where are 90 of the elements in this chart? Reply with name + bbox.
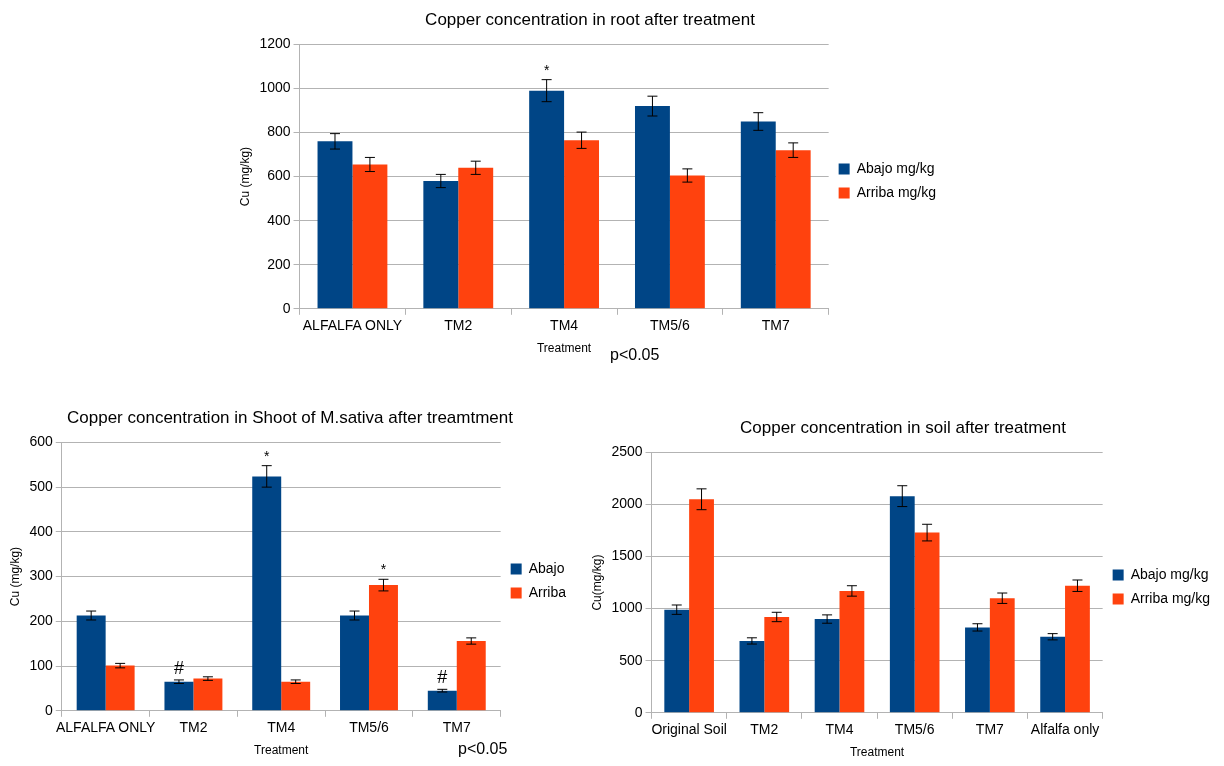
y-axis-title: Cu (mg/kg) — [237, 146, 252, 207]
y-tick-label: 1000 — [611, 599, 643, 616]
bar — [839, 590, 865, 713]
y-tick-label: 1500 — [611, 547, 643, 564]
y-axis-title: Cu (mg/kg) — [7, 546, 22, 607]
legend-label: Arriba — [528, 583, 567, 600]
annotation: # — [437, 667, 448, 688]
bar — [252, 476, 282, 711]
y-tick-label: 100 — [29, 656, 53, 673]
text: p<0.05 — [610, 346, 660, 364]
y-tick-label: 300 — [29, 567, 53, 584]
bar — [76, 615, 106, 711]
bar — [456, 641, 486, 711]
x-tick-label: TM2 — [179, 719, 208, 736]
y-tick-label: 500 — [29, 477, 53, 494]
x-tick-label: TM7 — [761, 317, 790, 334]
annotation: * — [543, 61, 550, 78]
bar — [368, 585, 398, 711]
chart-title: Copper concentration in soil after treatment — [739, 417, 1067, 437]
bar — [1065, 585, 1090, 713]
y-tick-label: 600 — [29, 433, 53, 450]
y-tick-label: 500 — [619, 651, 643, 668]
chart-title: Copper concentration in Shoot of M.sativa after treamtment — [66, 407, 514, 427]
text: p<0.05 — [458, 740, 508, 758]
y-tick-label: 400 — [29, 522, 53, 539]
bar — [340, 615, 369, 711]
x-tick-label: TM5/6 — [650, 317, 690, 334]
x-tick-label: TM4 — [550, 317, 579, 334]
annotation: * — [264, 447, 270, 464]
bar — [193, 678, 223, 711]
x-tick-label: ALFALFA ONLY — [302, 317, 403, 334]
x-tick-label: TM2 — [750, 721, 779, 738]
y-tick-label: 200 — [267, 255, 291, 272]
y-tick-label: 600 — [267, 167, 291, 184]
x-tick-label: TM5/6 — [349, 719, 390, 736]
bar — [458, 167, 494, 309]
bar — [669, 175, 705, 309]
y-axis-title: Cu(mg/kg) — [589, 554, 604, 611]
y-tick-label: 1000 — [259, 79, 291, 96]
bar — [965, 627, 990, 713]
y-tick-label: 2500 — [611, 443, 643, 460]
bar — [989, 598, 1015, 713]
bar — [914, 532, 940, 713]
bar — [564, 140, 600, 309]
y-tick-label: 0 — [282, 299, 291, 316]
x-tick-label: Alfalfa only — [1030, 721, 1100, 738]
y-tick-label: 800 — [267, 123, 291, 140]
annotation: * — [380, 561, 387, 578]
bar — [740, 121, 776, 309]
y-tick-label: 1200 — [259, 35, 291, 52]
x-tick-label: TM7 — [975, 721, 1005, 738]
x-axis-title: Treatment — [536, 341, 592, 356]
bar — [281, 681, 311, 711]
bar — [889, 496, 915, 713]
bar — [1040, 636, 1066, 713]
bar — [164, 681, 194, 711]
x-tick-label: ALFALFA ONLY — [55, 719, 156, 736]
bar — [529, 90, 565, 309]
x-tick-label: TM7 — [442, 719, 471, 736]
x-tick-label: TM2 — [444, 317, 473, 334]
bar — [775, 150, 811, 309]
chart-title: Copper concentration in root after treatment — [425, 9, 756, 29]
legend-label: Abajo — [528, 559, 565, 576]
x-tick-label: TM5/6 — [894, 721, 935, 738]
x-axis-title: Treatment — [254, 743, 309, 758]
x-axis-title: Treatment — [849, 745, 905, 760]
bar — [664, 609, 690, 713]
legend-label: Arriba mg/kg — [1130, 589, 1210, 606]
legend-label: Arriba mg/kg — [856, 183, 936, 200]
y-tick-label: 2000 — [611, 495, 643, 512]
x-tick-label: Original Soil — [651, 721, 727, 738]
legend-label: Abajo mg/kg — [856, 159, 935, 176]
bar — [317, 141, 353, 309]
bar — [423, 181, 459, 309]
y-tick-label: 200 — [29, 612, 53, 629]
bar — [689, 499, 714, 713]
bar — [427, 690, 457, 711]
y-tick-label: 0 — [44, 701, 53, 718]
bar — [814, 619, 840, 713]
bar — [634, 106, 670, 309]
y-tick-label: 400 — [267, 211, 291, 228]
legend-label: Abajo mg/kg — [1130, 565, 1209, 582]
bar — [739, 640, 765, 713]
x-tick-label: TM4 — [825, 721, 854, 738]
x-tick-label: TM4 — [267, 719, 296, 736]
bar — [764, 616, 790, 713]
annotation: # — [173, 657, 184, 678]
y-tick-label: 0 — [634, 703, 643, 720]
bar — [352, 164, 388, 309]
bar — [105, 665, 135, 711]
